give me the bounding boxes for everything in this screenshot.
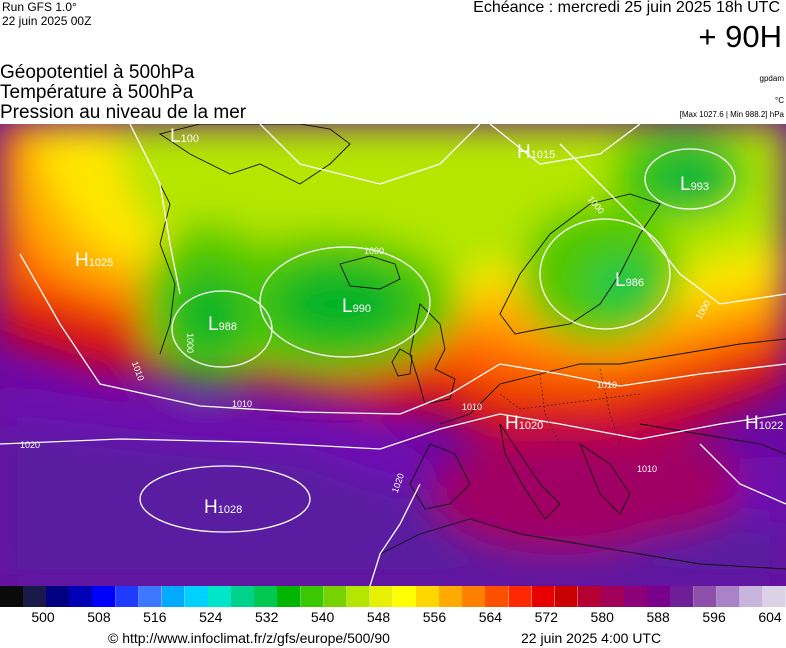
colorbar-swatch [92,586,117,607]
colorbar-swatch [508,586,533,607]
forecast-valid-time: Echéance : mercredi 25 juin 2025 18h UTC [473,0,780,16]
unit-temperature: °C [775,96,784,105]
colorbar-swatch [23,586,47,607]
colorbar-tick-label: 556 [422,609,447,625]
pressure-center-low-scandinavia: L986 [615,270,644,291]
colorbar-tick-label: 540 [310,609,335,625]
colorbar-tick-label: 604 [758,609,782,625]
colorbar-swatch [346,586,371,607]
colorbar-swatch [739,586,764,607]
colorbar-swatch [277,586,302,607]
colorbar-swatch [323,586,348,607]
pressure-center-high-black-sea: H1022 [745,413,784,434]
colorbar-swatch [208,586,232,607]
colorbar-tick-label: 508 [87,609,111,625]
weather-map [0,124,786,586]
colorbar-swatch [115,586,140,607]
pressure-center-high-arctic: H1015 [517,142,556,163]
colorbar-swatch [577,586,602,607]
pressure-center-high-alps: H1020 [505,413,544,434]
colorbar-swatch [670,586,695,607]
title-geopotential: Géopotentiel à 500hPa [0,62,195,83]
colorbar-swatch [531,586,556,607]
colorbar-swatch [254,586,278,607]
colorbar-swatch [46,586,70,607]
colorbar-tick-label: 516 [143,609,167,625]
colorbar-tick-label: 500 [31,609,55,625]
coastlines [149,124,786,570]
isobars [0,124,786,586]
colorbar-swatch [462,586,486,607]
colorbar-tick-label: 548 [366,609,391,625]
colorbar-swatch [647,586,671,607]
colorbar-swatch [601,586,625,607]
pressure-center-high-west-atlantic: H1025 [75,250,114,271]
generation-time: 22 juin 2025 4:00 UTC [521,630,662,646]
colorbar-swatch [485,586,510,607]
colorbar-swatch [762,586,786,607]
colorbar-tick-label: 572 [534,609,558,625]
isobar-label: 1000 [364,246,385,256]
colorbar-tick-label: 532 [255,609,279,625]
colorbar-tick-label: 596 [702,609,726,625]
title-temperature: Température à 500hPa [0,82,194,103]
pressure-center-low-barents: L993 [680,174,709,195]
pressure-center-low-west-atlantic: L988 [208,314,237,335]
colorbar-swatch [300,586,325,607]
isobar-label: 1020 [20,440,41,450]
colorbar-swatch [554,586,579,607]
isobar-label: 1010 [232,399,253,409]
country-borders [499,368,641,445]
run-date: 22 juin 2025 00Z [2,14,92,28]
colorbar-swatch [231,586,255,607]
colorbar-swatch [184,586,209,607]
colorbar-ticks: 500 508 516 524 532 540 548 556 564 572 580 588 596 6… [0,609,786,629]
isobar-label: 1010 [597,380,618,390]
colorbar-swatch [393,586,417,607]
colorbar-swatch [0,586,24,607]
model-run-label: Run GFS 1.0° [2,0,77,14]
colorbar-tick-label: 564 [478,609,503,625]
pressure-center-low-iceland: L990 [342,296,371,317]
colorbar-swatch [693,586,718,607]
isobar-label: 1000 [185,332,196,354]
colorbar-tick-label: 580 [590,609,614,625]
colorbar-swatch [716,586,741,607]
colorbar-swatch [624,586,648,607]
colorbar-swatch [69,586,93,607]
lead-time: + 90H [698,19,782,54]
geopotential-field [0,124,786,586]
unit-geopotential: gpdam [759,74,784,83]
isobar-label: 1010 [637,464,658,474]
colorbar-swatch [369,586,394,607]
colorbar-tick-label: 588 [646,609,670,625]
colorbar-tick-label: 524 [199,609,223,625]
colorbar-swatch [138,586,163,607]
colorbar [0,586,786,607]
isobar-label: 1010 [462,402,483,412]
colorbar-swatch [439,586,463,607]
title-pressure: Pression au niveau de la mer [0,102,247,123]
source-url: © http://www.infoclimat.fr/z/gfs/europe/… [108,630,390,646]
pressure-center-high-azores: H1028 [204,497,243,518]
pressure-range: [Max 1027.6 | Min 988.2] hPa [679,110,784,119]
colorbar-swatch [416,586,440,607]
colorbar-swatch [161,586,186,607]
pressure-center-low-greenland-north: L100 [170,126,199,147]
